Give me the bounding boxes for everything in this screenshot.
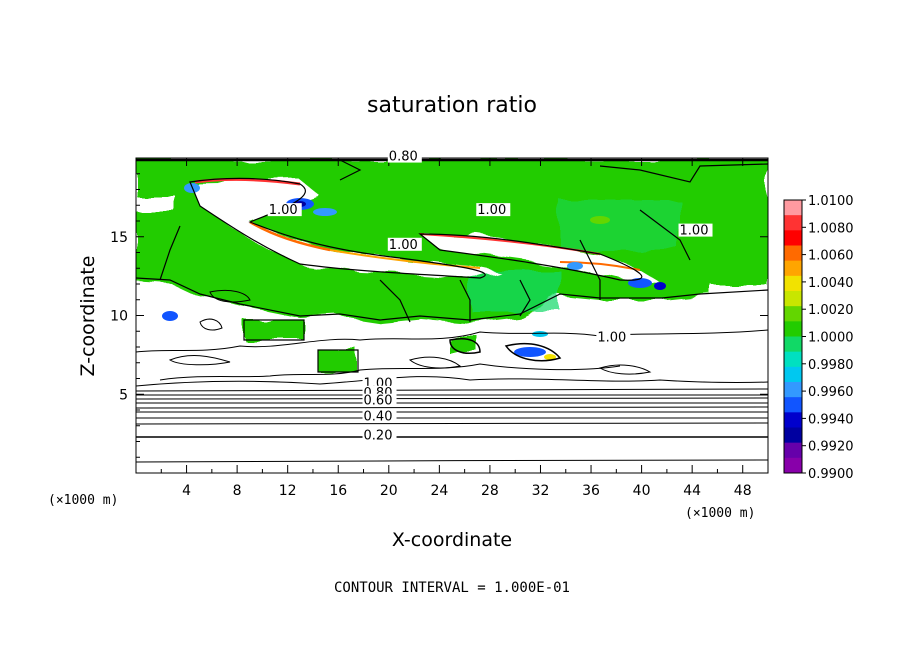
colorbar-tick-label: 0.9920 <box>808 440 854 455</box>
colorbar-segment <box>784 457 802 474</box>
saturation-contours <box>136 158 768 373</box>
colorbar-segment <box>784 382 802 398</box>
colorbar-tick-label: 1.0100 <box>808 194 854 209</box>
contour-label: 0.60 <box>364 394 393 409</box>
x-unit-right: (×1000 m) <box>685 506 755 521</box>
colorbar-tick-label: 0.9940 <box>808 412 854 427</box>
colorbar-segment <box>784 245 802 262</box>
colorbar-tick-label: 1.0040 <box>808 276 854 291</box>
contour-label: 0.40 <box>364 409 393 424</box>
contour-label: 1.00 <box>597 331 626 346</box>
x-tick-label: 24 <box>430 483 448 499</box>
colorbar-tick-label: 1.0060 <box>808 249 854 264</box>
colorbar-segment <box>784 321 802 337</box>
colorbar-tick-label: 1.0020 <box>808 303 854 318</box>
colorbar-tick-label: 1.0080 <box>808 221 854 236</box>
contour-label: 1.00 <box>389 238 418 253</box>
colorbar-segment <box>784 230 802 246</box>
x-tick-label: 36 <box>582 483 600 499</box>
colorbar-segment <box>784 275 802 292</box>
contour-label: 1.00 <box>477 203 506 218</box>
colorbar-segment <box>784 366 802 383</box>
x-tick-label: 32 <box>532 483 550 499</box>
x-unit-left: (×1000 m) <box>48 493 118 508</box>
contour-label-group: 0.801.00 1.001.001.001.001.000.800.600.40… <box>267 149 713 443</box>
colorbar-segment <box>784 260 802 277</box>
y-axis: 5 10 15 <box>110 173 768 458</box>
contour-label-bg <box>362 409 397 423</box>
chart-title: saturation ratio <box>367 93 537 118</box>
contour-label-bg <box>596 330 631 344</box>
x-tick-label: 20 <box>380 483 398 499</box>
colorbar: 1.0100 1.0080 1.0060 1.0040 1.0020 1.0000 0.99… <box>783 194 854 482</box>
colorbar-segment <box>784 351 802 368</box>
colorbar-segment <box>784 442 802 459</box>
contour-label: 1.00 <box>680 224 709 239</box>
colorbar-segment <box>784 215 802 231</box>
colorbar-tick-label: 1.0000 <box>808 331 854 346</box>
contour-label-bg <box>267 203 302 217</box>
x-tick-label: 44 <box>683 483 701 499</box>
contour-label-bg <box>362 428 397 442</box>
colorbar-segment <box>784 306 802 322</box>
contour-label: 0.20 <box>364 428 393 443</box>
x-tick-label: 8 <box>233 483 242 499</box>
colorbar-segment <box>784 397 802 413</box>
colorbar-tick-label: 0.9980 <box>808 358 854 373</box>
x-tick-label: 48 <box>734 483 752 499</box>
colorbar-segment <box>784 291 802 307</box>
colorbar-tick-label: 0.9960 <box>808 385 854 400</box>
x-tick-label: 12 <box>279 483 297 499</box>
y-axis-title: Z-coordinate <box>77 256 99 377</box>
contour-lines <box>136 289 768 463</box>
y-tick-label: 10 <box>110 309 128 325</box>
colorbar-segment <box>784 200 802 216</box>
contour-label-bg <box>362 393 397 407</box>
contour-label-bg <box>678 223 713 237</box>
contour-interval-note: CONTOUR INTERVAL = 1.000E-01 <box>334 580 570 596</box>
y-tick-label: 5 <box>119 387 128 403</box>
colorbar-segment <box>784 427 802 444</box>
contour-label: 0.80 <box>389 150 418 165</box>
x-tick-label: 40 <box>633 483 651 499</box>
x-axis: 4 8 12 16 20 24 28 32 36 40 44 48 <box>160 158 752 499</box>
contour-label: 1.00 <box>269 203 298 218</box>
colorbar-segment <box>784 412 802 428</box>
contour-label-bg <box>476 203 511 217</box>
contour-label-bg <box>387 149 422 163</box>
x-tick-label: 4 <box>182 483 191 499</box>
x-axis-title: X-coordinate <box>392 529 512 551</box>
plot-area <box>136 158 768 473</box>
contour-label-bg <box>387 237 422 251</box>
x-tick-label: 28 <box>481 483 499 499</box>
x-tick-label: 16 <box>329 483 347 499</box>
y-tick-label: 15 <box>110 230 128 246</box>
colorbar-segment <box>784 336 802 353</box>
colorbar-tick-label: 0.9900 <box>808 467 854 482</box>
